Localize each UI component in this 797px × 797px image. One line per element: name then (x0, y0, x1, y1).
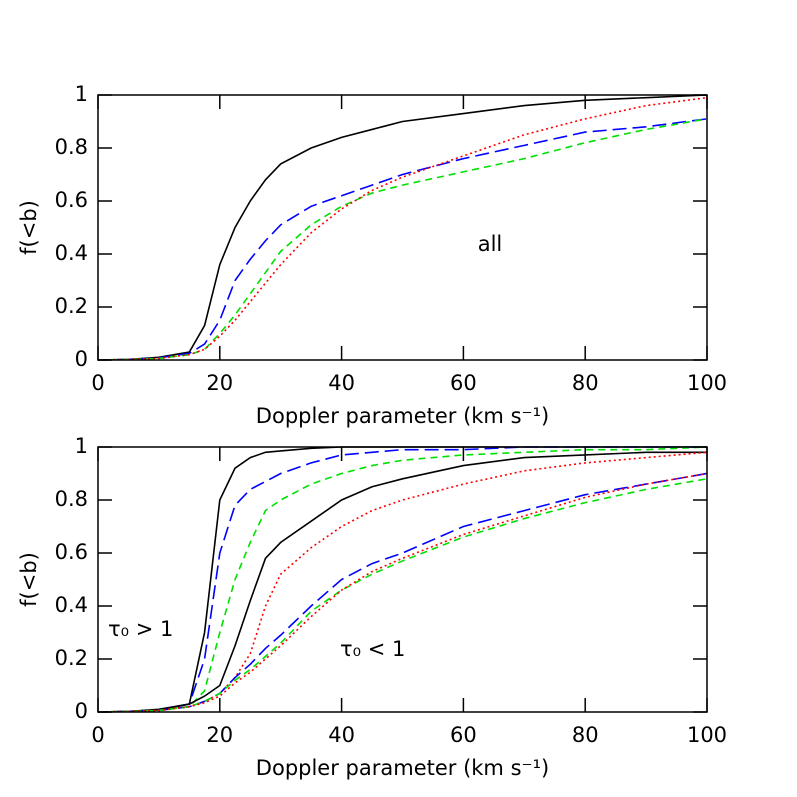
series-line (97, 472, 708, 713)
y-tick-label: 0 (75, 347, 88, 371)
x-tick-label: 60 (450, 371, 477, 395)
y-tick-label: 0.6 (55, 188, 88, 212)
plot-frame (97, 446, 708, 713)
x-tick-label: 100 (687, 371, 727, 395)
y-tick-label: 0.2 (55, 294, 88, 318)
x-axis-label: Doppler parameter (km s⁻¹) (256, 756, 549, 780)
plot-frame (97, 94, 708, 361)
y-axis-label: f(<b) (17, 552, 41, 607)
x-tick-label: 100 (687, 723, 727, 747)
x-tick-label: 60 (450, 723, 477, 747)
x-tick-label: 0 (91, 723, 104, 747)
annotation: all (478, 232, 503, 256)
y-tick-label: 0.4 (55, 241, 88, 265)
series-line (97, 94, 708, 361)
y-tick-label: 0.8 (55, 487, 88, 511)
x-tick-label: 20 (206, 371, 233, 395)
series-line (97, 451, 708, 713)
x-tick-label: 0 (91, 371, 104, 395)
y-tick-label: 0.4 (55, 593, 88, 617)
x-tick-label: 20 (206, 723, 233, 747)
y-axis-label: f(<b) (17, 200, 41, 255)
series-line (97, 451, 707, 713)
y-tick-label: 1 (75, 82, 88, 106)
y-tick-label: 0.6 (55, 540, 88, 564)
x-tick-label: 40 (328, 723, 355, 747)
annotation: τ₀ > 1 (108, 617, 173, 641)
y-tick-label: 0.8 (55, 135, 88, 159)
x-axis-label: Doppler parameter (km s⁻¹) (256, 404, 549, 428)
series-line (97, 472, 708, 713)
y-tick-label: 0.2 (55, 646, 88, 670)
x-tick-label: 80 (572, 723, 599, 747)
series-line (97, 446, 707, 713)
series-line (97, 118, 708, 361)
x-tick-label: 40 (328, 371, 355, 395)
y-tick-label: 0 (75, 699, 88, 723)
series-line (97, 478, 708, 713)
y-tick-label: 1 (75, 434, 88, 458)
series-line (97, 118, 708, 361)
x-tick-label: 80 (572, 371, 599, 395)
series-line (97, 96, 708, 361)
series-line (97, 446, 708, 713)
annotation: τ₀ < 1 (340, 637, 405, 661)
series-line (97, 446, 707, 713)
